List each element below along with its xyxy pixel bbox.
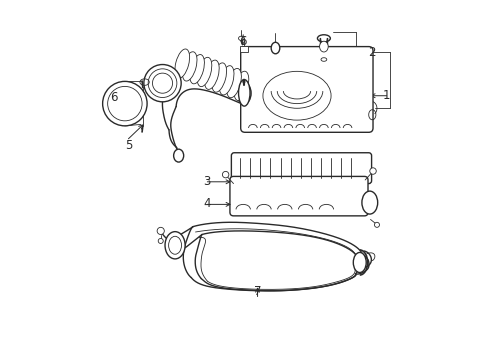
- Ellipse shape: [182, 52, 197, 81]
- Ellipse shape: [190, 55, 204, 84]
- Ellipse shape: [175, 49, 190, 78]
- Ellipse shape: [374, 222, 379, 227]
- Text: 3: 3: [204, 175, 211, 188]
- Ellipse shape: [353, 252, 366, 273]
- Text: 5: 5: [125, 139, 132, 152]
- Ellipse shape: [197, 57, 212, 87]
- Text: 6: 6: [110, 91, 118, 104]
- Text: 1: 1: [383, 89, 391, 102]
- Ellipse shape: [227, 68, 242, 98]
- Ellipse shape: [239, 80, 250, 106]
- FancyBboxPatch shape: [230, 176, 368, 216]
- Ellipse shape: [271, 42, 280, 54]
- FancyBboxPatch shape: [231, 153, 371, 184]
- Text: 6: 6: [240, 35, 247, 49]
- Ellipse shape: [319, 41, 328, 52]
- Ellipse shape: [222, 171, 229, 178]
- Ellipse shape: [321, 58, 327, 61]
- Ellipse shape: [169, 236, 181, 254]
- Ellipse shape: [148, 69, 177, 98]
- Ellipse shape: [237, 82, 251, 104]
- Text: 7: 7: [254, 285, 261, 298]
- Ellipse shape: [219, 66, 234, 95]
- Ellipse shape: [318, 35, 330, 42]
- Ellipse shape: [158, 238, 163, 243]
- Ellipse shape: [234, 71, 249, 100]
- FancyBboxPatch shape: [241, 46, 373, 132]
- Ellipse shape: [263, 71, 331, 120]
- Ellipse shape: [370, 168, 376, 174]
- Text: 2: 2: [368, 46, 376, 59]
- Ellipse shape: [102, 81, 147, 126]
- Ellipse shape: [165, 231, 185, 259]
- Ellipse shape: [362, 191, 378, 214]
- Ellipse shape: [108, 86, 142, 121]
- Ellipse shape: [152, 73, 172, 93]
- Ellipse shape: [144, 64, 181, 102]
- Text: 4: 4: [204, 197, 211, 210]
- Bar: [240, 45, 247, 52]
- Ellipse shape: [212, 63, 226, 92]
- Ellipse shape: [173, 149, 184, 162]
- Ellipse shape: [157, 227, 164, 234]
- Ellipse shape: [204, 60, 219, 89]
